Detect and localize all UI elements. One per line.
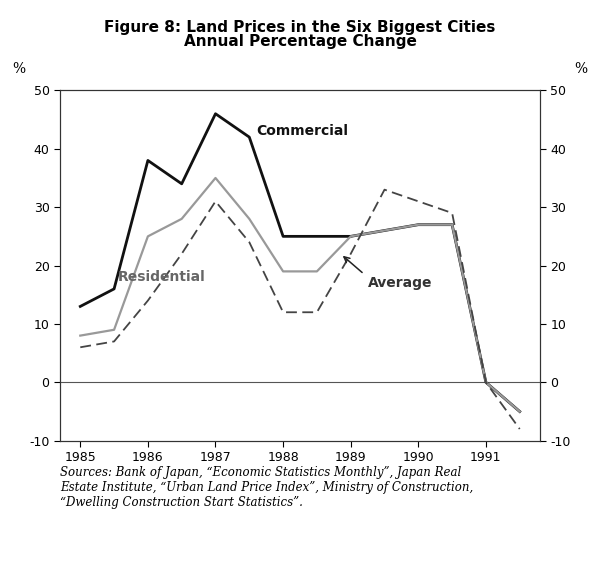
Text: Average: Average (368, 276, 432, 290)
Text: Commercial: Commercial (256, 124, 348, 138)
Text: Figure 8: Land Prices in the Six Biggest Cities: Figure 8: Land Prices in the Six Biggest… (104, 20, 496, 35)
Text: Residential: Residential (118, 270, 205, 284)
Text: Sources: Bank of Japan, “Economic Statistics Monthly”, Japan Real
Estate Institu: Sources: Bank of Japan, “Economic Statis… (60, 466, 473, 509)
Text: %: % (574, 62, 587, 76)
Text: Annual Percentage Change: Annual Percentage Change (184, 34, 416, 49)
Text: %: % (13, 62, 26, 76)
